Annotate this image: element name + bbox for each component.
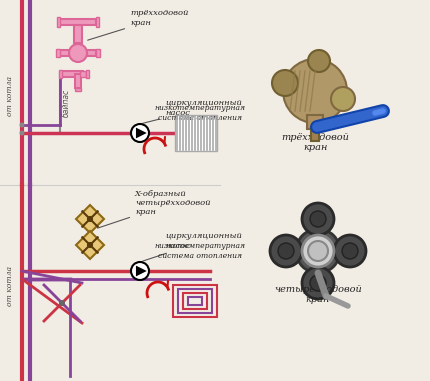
Circle shape [131, 262, 149, 280]
Circle shape [302, 267, 334, 299]
Bar [78, 50, 96, 56]
Circle shape [334, 235, 366, 267]
Bar [96, 17, 99, 27]
Circle shape [296, 229, 340, 273]
Bar [311, 127, 319, 141]
Bar [75, 74, 81, 88]
Circle shape [59, 300, 65, 306]
Bar [188, 297, 202, 305]
Circle shape [19, 131, 25, 136]
Text: от котла: от котла [6, 76, 14, 116]
Bar [56, 49, 60, 57]
Text: трёхходовой
кран: трёхходовой кран [281, 133, 349, 152]
Bar [173, 285, 217, 317]
Text: Х-образный
четырёхходовой
кран: Х-образный четырёхходовой кран [98, 190, 211, 228]
Text: от котла: от котла [6, 266, 14, 306]
Bar [59, 70, 62, 78]
Bar [75, 43, 81, 46]
Bar [183, 293, 207, 309]
Text: низкотемпературная
система отопления: низкотемпературная система отопления [154, 104, 246, 122]
Text: циркуляционный
насос: циркуляционный насос [143, 99, 242, 123]
Circle shape [131, 124, 149, 142]
Bar [307, 115, 323, 129]
Bar [57, 17, 60, 27]
Text: четырёхходовой
кран: четырёхходовой кран [274, 285, 362, 304]
Circle shape [278, 243, 294, 259]
Bar [74, 25, 82, 43]
Bar [86, 70, 89, 78]
Circle shape [310, 275, 326, 291]
Circle shape [283, 59, 347, 123]
Circle shape [342, 243, 358, 259]
Circle shape [19, 123, 25, 128]
Bar [60, 50, 78, 56]
Text: байпас: байпас [61, 89, 71, 117]
Circle shape [69, 44, 87, 62]
Bar [175, 115, 217, 151]
Polygon shape [136, 266, 147, 276]
Bar [96, 49, 100, 57]
Circle shape [310, 211, 326, 227]
Text: циркуляционный
насос: циркуляционный насос [143, 232, 242, 261]
Circle shape [87, 242, 93, 248]
Circle shape [302, 235, 334, 267]
Circle shape [308, 241, 328, 261]
Circle shape [308, 50, 330, 72]
Text: трёхходовой
кран: трёхходовой кран [88, 10, 188, 40]
Polygon shape [76, 205, 104, 233]
Text: низкотемпературная
система отопления: низкотемпературная система отопления [154, 242, 246, 259]
Bar [75, 88, 81, 91]
Circle shape [331, 87, 355, 111]
Bar [80, 71, 86, 77]
Bar [60, 19, 96, 25]
Circle shape [87, 216, 93, 222]
Circle shape [302, 203, 334, 235]
Circle shape [272, 70, 298, 96]
Bar [62, 71, 83, 77]
Circle shape [270, 235, 302, 267]
Bar [178, 289, 212, 313]
Polygon shape [136, 128, 147, 138]
Polygon shape [76, 231, 104, 259]
